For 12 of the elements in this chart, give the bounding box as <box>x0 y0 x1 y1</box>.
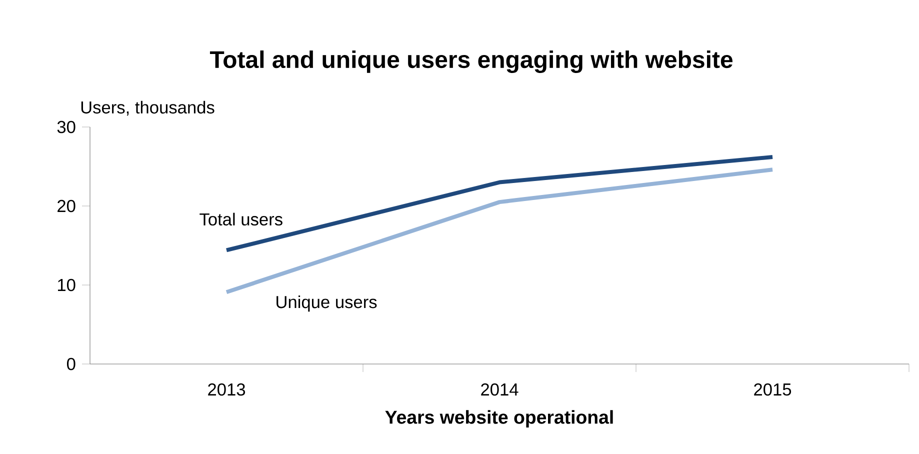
y-tick-label: 0 <box>66 358 76 370</box>
y-tick-label: 30 <box>57 120 76 134</box>
y-axis-title: Users, thousands <box>81 100 214 116</box>
chart-title: Total and unique users engaging with website <box>210 50 733 73</box>
series-label: Total users <box>200 212 282 226</box>
x-tick-label: 2013 <box>208 383 246 396</box>
x-tick-label: 2014 <box>481 383 518 396</box>
x-axis-title: Years website operational <box>385 410 613 428</box>
x-tick-label: 2015 <box>754 383 792 396</box>
series-label: Unique users <box>276 295 377 312</box>
y-tick-label: 10 <box>58 278 76 292</box>
y-tick-label: 20 <box>58 200 76 212</box>
